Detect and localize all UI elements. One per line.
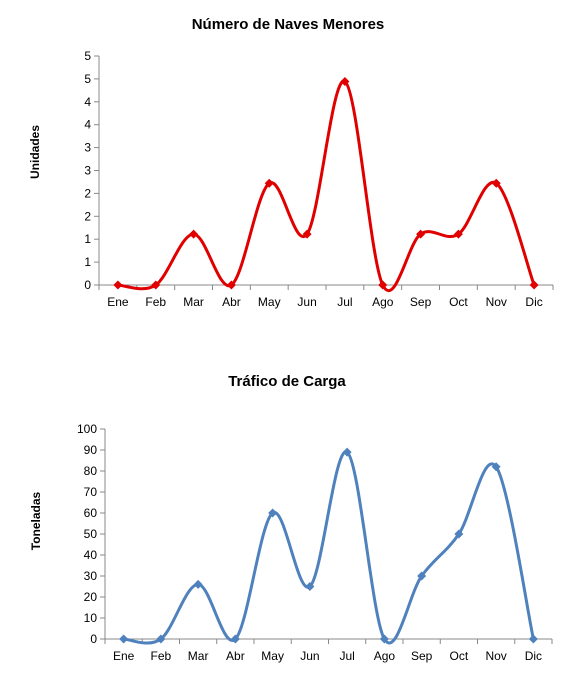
- y-tick-label: 60: [84, 506, 98, 520]
- series-line: [117, 79, 536, 293]
- chart-trafico-carga: Tráfico de Carga Toneladas 0 10 20 30 40 50 60…: [29, 373, 553, 663]
- data-point: [264, 178, 274, 188]
- x-tick-label: Jun: [297, 295, 316, 309]
- data-point: [417, 571, 427, 581]
- x-tick-label: Feb: [145, 295, 166, 309]
- y-tick-label: 40: [84, 548, 98, 562]
- y-axis-label: Toneladas: [29, 491, 43, 550]
- data-point: [156, 634, 166, 644]
- y-tick-label: 3: [84, 141, 91, 155]
- y-axis-label: Unidades: [28, 125, 42, 179]
- x-tick-label: Oct: [449, 295, 468, 309]
- data-point: [529, 280, 539, 290]
- y-tick-label: 70: [84, 485, 98, 499]
- x-tick-label: May: [258, 295, 281, 309]
- y-tick-label: 80: [84, 464, 98, 478]
- x-tick-label: Jun: [300, 649, 319, 663]
- y-tick-label: 90: [84, 443, 98, 457]
- y-tick-label: 30: [84, 569, 98, 583]
- data-point: [453, 229, 463, 239]
- y-tick-label: 100: [77, 422, 97, 436]
- chart-naves-menores: Número de Naves Menores Unidades 0 1 1 2 2 3 3…: [28, 16, 554, 309]
- x-tick-label: Jul: [337, 295, 352, 309]
- y-tick-label: 2: [84, 186, 91, 200]
- x-tick-label: Abr: [226, 649, 245, 663]
- x-tick-label: Ago: [372, 295, 394, 309]
- y-tick-label: 5: [84, 49, 91, 63]
- data-point: [416, 229, 426, 239]
- y-tick-label: 1: [84, 255, 91, 269]
- x-tick-label: Dic: [525, 295, 542, 309]
- chart-title: Número de Naves Menores: [192, 16, 385, 33]
- y-tick-label: 1: [84, 232, 91, 246]
- data-point: [379, 634, 389, 644]
- y-tick-label: 0: [84, 278, 91, 292]
- y-tick-label: 4: [84, 95, 91, 109]
- x-tick-label: Ago: [374, 649, 396, 663]
- x-tick-label: Sep: [411, 649, 433, 663]
- data-point: [189, 229, 199, 239]
- data-point: [491, 462, 501, 472]
- x-tick-label: Mar: [183, 295, 204, 309]
- data-point: [305, 582, 315, 591]
- data-point: [119, 634, 129, 644]
- data-point: [454, 529, 464, 539]
- series-line: [123, 450, 535, 645]
- y-tick-label: 10: [84, 611, 98, 625]
- x-tick-label: Mar: [188, 649, 209, 663]
- data-point: [268, 508, 278, 518]
- data-point: [302, 229, 312, 239]
- x-tick-label: Nov: [486, 295, 507, 309]
- y-tick-label: 20: [84, 590, 98, 604]
- y-tick-label: 4: [84, 118, 91, 132]
- chart-title: Tráfico de Carga: [228, 373, 346, 390]
- y-tick-label: 3: [84, 164, 91, 178]
- x-tick-label: Dic: [525, 649, 542, 663]
- data-point: [193, 579, 203, 589]
- data-point: [378, 280, 388, 290]
- x-tick-label: Oct: [450, 649, 469, 663]
- data-point: [340, 76, 350, 86]
- x-tick-label: Sep: [410, 295, 432, 309]
- y-tick-label: 50: [84, 527, 98, 541]
- x-tick-label: Nov: [485, 649, 506, 663]
- data-point: [113, 280, 123, 290]
- y-tick-label: 5: [84, 72, 91, 86]
- data-point: [226, 280, 236, 290]
- data-point: [230, 634, 240, 644]
- x-tick-label: Abr: [222, 295, 241, 309]
- y-tick-label: 2: [84, 209, 91, 223]
- x-tick-label: May: [261, 649, 284, 663]
- x-tick-label: Feb: [151, 649, 172, 663]
- x-tick-label: Jul: [339, 649, 354, 663]
- data-point: [342, 447, 352, 457]
- data-point: [491, 178, 501, 188]
- data-point: [528, 634, 538, 644]
- x-tick-label: Ene: [107, 295, 129, 309]
- x-tick-label: Ene: [113, 649, 135, 663]
- data-point: [151, 280, 161, 290]
- y-tick-label: 0: [90, 632, 97, 646]
